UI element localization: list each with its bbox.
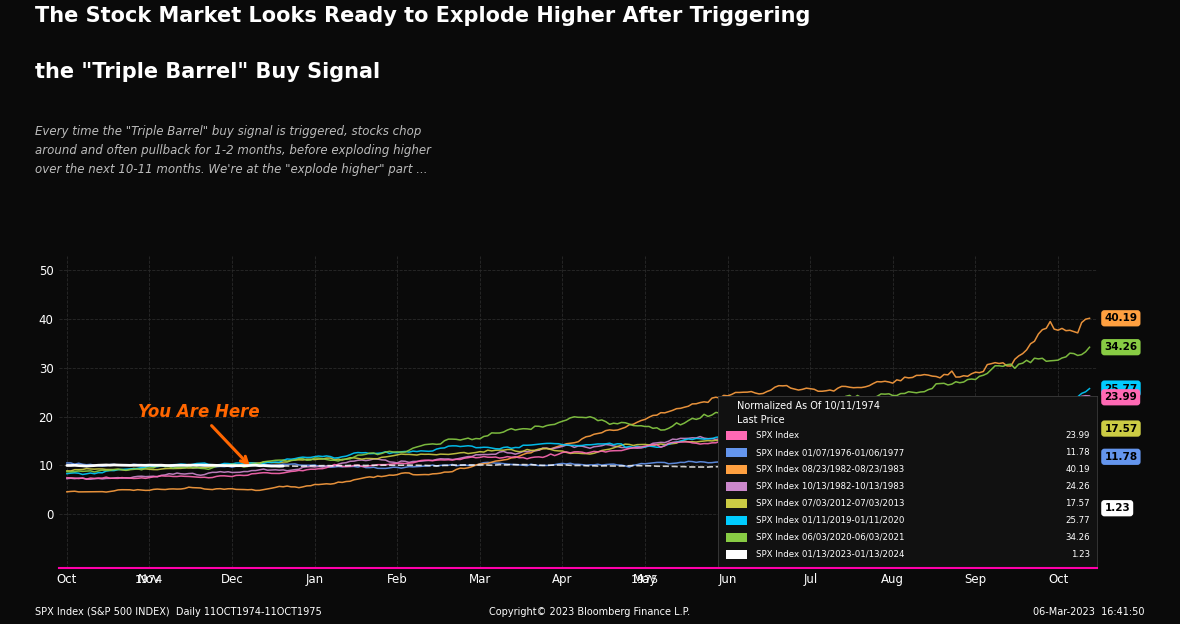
Text: The Stock Market Looks Ready to Explode Higher After Triggering: The Stock Market Looks Ready to Explode …: [35, 6, 811, 26]
Text: 17.57: 17.57: [1104, 424, 1138, 434]
Text: 1.23: 1.23: [1104, 503, 1130, 513]
Text: 23.99: 23.99: [1104, 392, 1138, 402]
Text: Every time the "Triple Barrel" buy signal is triggered, stocks chop
around and o: Every time the "Triple Barrel" buy signa…: [35, 125, 432, 176]
Text: You Are Here: You Are Here: [138, 403, 260, 464]
Text: Copyright© 2023 Bloomberg Finance L.P.: Copyright© 2023 Bloomberg Finance L.P.: [490, 607, 690, 617]
Text: 1974: 1974: [136, 575, 164, 585]
Text: 34.26: 34.26: [1104, 342, 1138, 352]
Text: 06-Mar-2023  16:41:50: 06-Mar-2023 16:41:50: [1034, 607, 1145, 617]
Text: 1975: 1975: [631, 575, 660, 585]
Text: 25.77: 25.77: [1104, 384, 1138, 394]
Text: the "Triple Barrel" Buy Signal: the "Triple Barrel" Buy Signal: [35, 62, 380, 82]
Text: 40.19: 40.19: [1104, 313, 1138, 323]
Text: 11.78: 11.78: [1104, 452, 1138, 462]
Text: SPX Index (S&P 500 INDEX)  Daily 11OCT1974-11OCT1975: SPX Index (S&P 500 INDEX) Daily 11OCT197…: [35, 607, 322, 617]
